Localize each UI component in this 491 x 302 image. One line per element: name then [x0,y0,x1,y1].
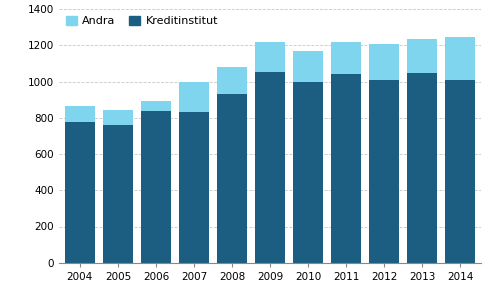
Bar [65,122,95,263]
Bar [217,94,247,263]
Bar [217,67,247,94]
Bar [369,80,399,263]
Bar [141,111,171,263]
Bar [179,112,209,263]
Bar [65,106,95,122]
Bar [255,42,285,72]
Bar [293,51,323,82]
Bar [408,73,437,263]
Bar [255,72,285,263]
Bar [141,101,171,111]
Bar [369,44,399,80]
Bar [331,42,361,74]
Bar [331,74,361,263]
Legend: Andra, Kreditinstitut: Andra, Kreditinstitut [61,11,222,31]
Bar [445,37,475,80]
Bar [408,39,437,73]
Bar [179,82,209,112]
Bar [293,82,323,263]
Bar [445,80,475,263]
Bar [103,125,133,263]
Bar [103,110,133,125]
